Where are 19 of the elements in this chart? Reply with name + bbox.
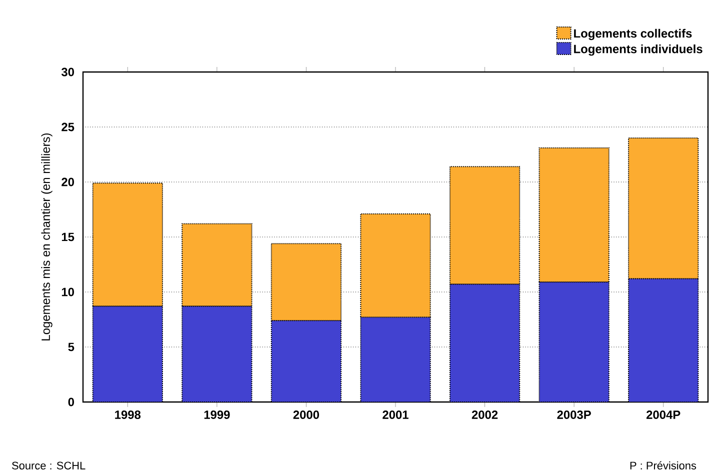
x-tick-label: 1998	[115, 410, 141, 419]
legend-label: Logements collectifs	[574, 28, 692, 40]
y-tick-label: 0	[68, 398, 74, 406]
y-tick-label: 20	[62, 178, 74, 186]
x-tick-label: 2004P	[646, 410, 680, 419]
y-axis-title: Logements mis en chantier (en milliers)	[41, 133, 52, 340]
y-tick-label: 30	[61, 68, 74, 76]
x-tick-label: 2001	[382, 410, 408, 419]
source-note: Source : SCHL	[12, 462, 86, 470]
y-tick-label: 10	[62, 288, 74, 296]
x-tick-label: 1999	[204, 410, 230, 419]
x-tick-label: 2003P	[557, 410, 591, 419]
x-tick-label: 2002	[472, 410, 498, 419]
y-tick-label: 25	[62, 122, 74, 132]
legend-label: Logements individuels	[574, 44, 702, 56]
y-tick-label: 5	[68, 342, 74, 352]
text: P : Prévisions	[630, 461, 696, 470]
x-tick-label: 2000	[293, 410, 320, 419]
y-tick-label: 15	[62, 232, 74, 242]
